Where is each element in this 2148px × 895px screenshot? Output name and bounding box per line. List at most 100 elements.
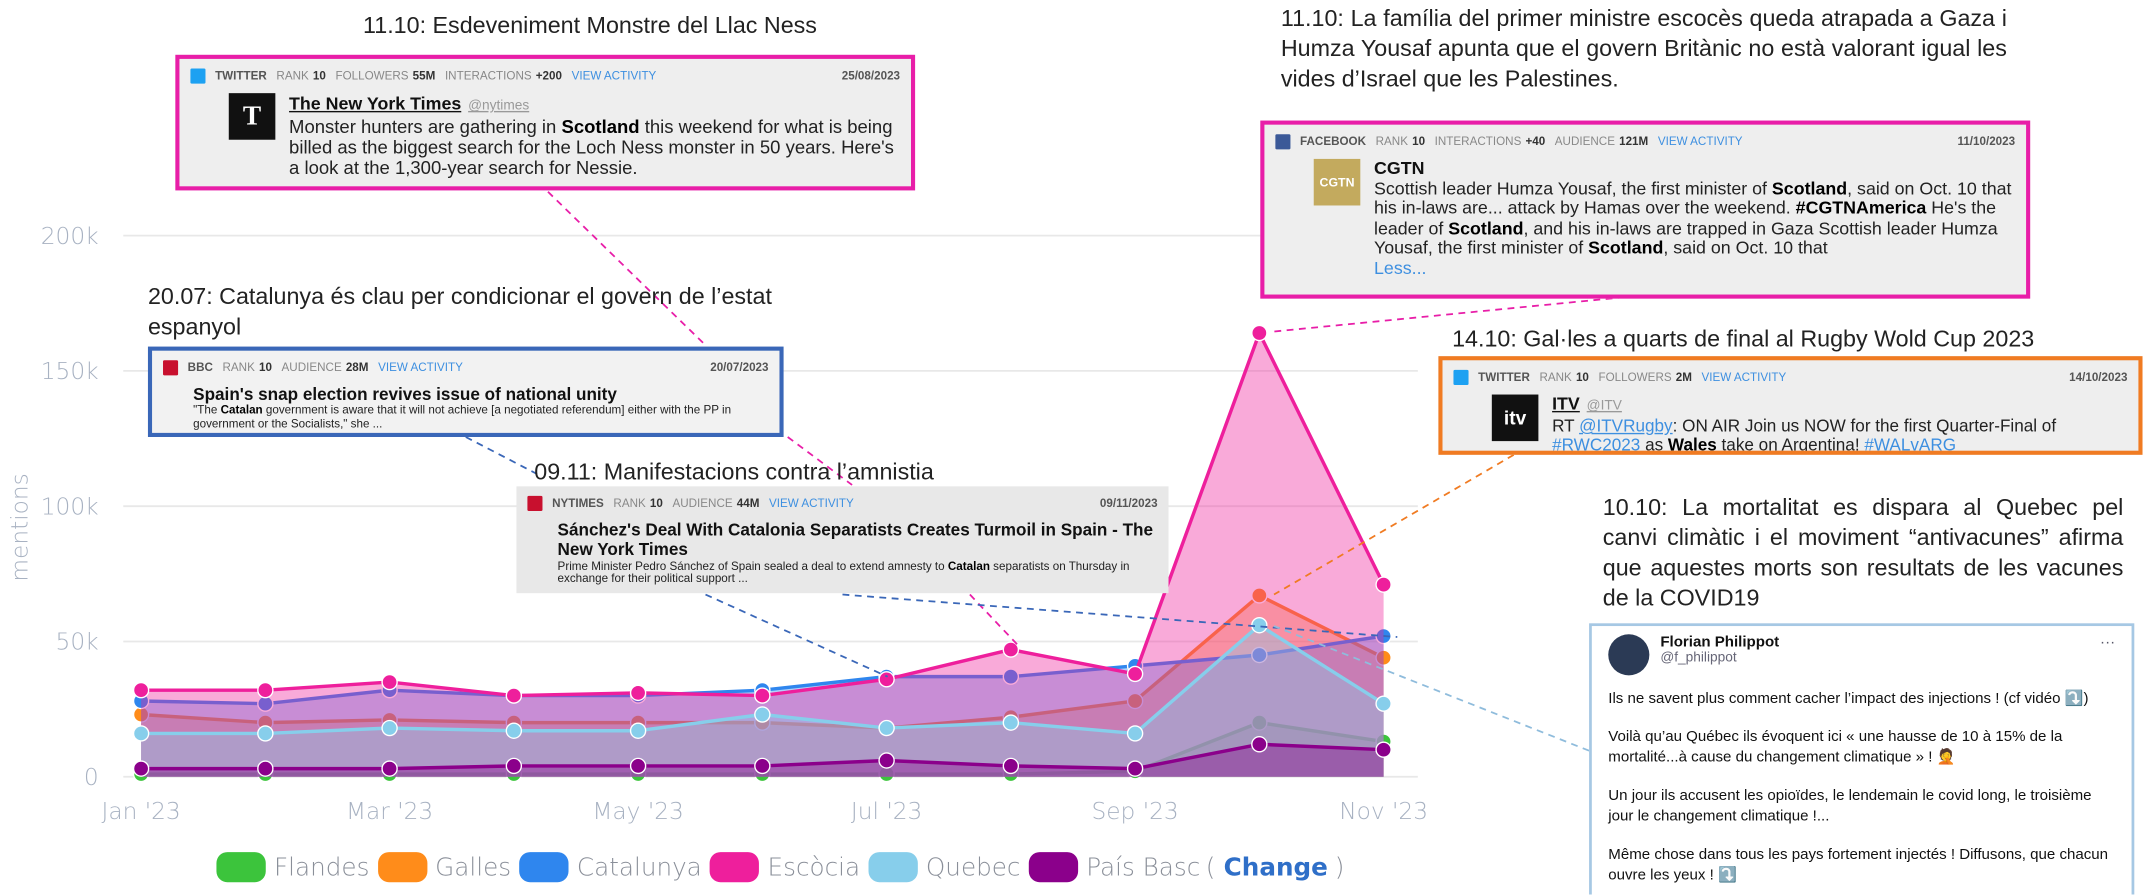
- marker: [132, 681, 150, 699]
- view-activity[interactable]: VIEW ACTIVITY: [378, 360, 463, 374]
- handle: @nytimes: [468, 98, 530, 114]
- y-tick-label: 100k: [41, 493, 99, 520]
- meta-label: INTERACTIONS: [444, 68, 532, 83]
- platform-icon: [163, 359, 179, 375]
- text-run: Scotland: [561, 116, 640, 138]
- marker: [629, 722, 647, 739]
- meta-label: FOLLOWERS: [1598, 369, 1672, 384]
- text-run: government is aware that it will not ach…: [193, 403, 732, 430]
- platform: NYTIMES: [552, 495, 604, 510]
- legend-label: País Basc: [1086, 852, 1201, 882]
- meta-value: 2M: [1675, 369, 1692, 384]
- view-activity[interactable]: VIEW ACTIVITY: [1701, 369, 1787, 384]
- meta-label: RANK: [1375, 134, 1408, 148]
- marker: [878, 719, 895, 737]
- marker: [1251, 324, 1268, 342]
- marker: [1002, 668, 1020, 685]
- text-run: @ITVRugby: [1579, 416, 1673, 436]
- marker: [505, 757, 523, 775]
- marker: [257, 760, 274, 777]
- marker: [381, 760, 398, 777]
- card-body: T The New York Times @nytimes Monster hunte…: [179, 85, 911, 179]
- card-content: Spain's snap election revives issue of n…: [193, 385, 766, 431]
- meta-value: +40: [1525, 134, 1546, 148]
- area: [141, 625, 1384, 777]
- card-body: itv ITV @ITV RT @ITVRugby: ON AIR Join us N…: [1443, 386, 2139, 455]
- tweet-card: Florian Philippot @f_philippot ··· Ils ne s…: [1589, 623, 2135, 895]
- source-logo: CGTN: [1313, 158, 1361, 206]
- legend-label: Catalunya: [576, 852, 702, 882]
- annotation-headline: 11.10: La família del primer ministre es…: [1280, 5, 2007, 92]
- post-card: FACEBOOK RANK 10 INTERACTIONS +40 AUDIENCE 121…: [1260, 120, 2031, 299]
- text-run: He's the leader of: [1374, 197, 1997, 238]
- y-tick-label: 150k: [41, 358, 99, 385]
- author: CGTN: [1374, 157, 1425, 179]
- tweet-handle: @f_philippot: [1660, 650, 1737, 666]
- legend-paren: (: [1205, 852, 1216, 882]
- platform-icon: [1453, 369, 1469, 385]
- annotation-headline: 09.11: Manifestacions contra l’amnistia: [534, 458, 934, 485]
- card-content: ITV @ITV RT @ITVRugby: ON AIR Join us NOW …: [1552, 394, 2125, 455]
- post-date: 09/11/2023: [1099, 495, 1158, 510]
- post-date: 11/10/2023: [1957, 134, 2016, 148]
- card-header: BBC RANK 10 AUDIENCE 28M VIEW ACTIVITY 20/07/2…: [152, 351, 779, 377]
- legend-label: Galles: [435, 852, 512, 882]
- post-text: RT @ITVRugby: ON AIR Join us NOW for the…: [1552, 416, 2125, 455]
- tweet-paragraph: Voilà qu’au Québec ils évoquent ici « un…: [1608, 728, 2063, 766]
- y-tick-label: 0: [84, 764, 99, 791]
- marker: [257, 681, 274, 699]
- text-run: this weekend for what is being billed as…: [289, 116, 894, 179]
- text-run: take on Argentina!: [1716, 435, 1865, 455]
- marker: [1002, 714, 1020, 731]
- x-tick-label: Jul '23: [851, 798, 922, 825]
- legend-label: Escòcia: [767, 852, 861, 882]
- marker: [754, 757, 771, 775]
- post-date: 25/08/2023: [841, 68, 901, 83]
- text-run: Monster hunters are gathering in: [289, 116, 562, 138]
- view-activity[interactable]: VIEW ACTIVITY: [769, 495, 854, 510]
- legend-change[interactable]: Change: [1223, 852, 1328, 882]
- text-run: : ON AIR Join us NOW for the first Quart…: [1672, 416, 2057, 436]
- text-run: Catalan: [947, 558, 990, 573]
- meta-label: AUDIENCE: [1554, 134, 1615, 148]
- marker: [629, 757, 647, 775]
- author-row: CGTN: [1374, 157, 2012, 179]
- author-row: ITV @ITV: [1552, 394, 2125, 417]
- tweet-header: Florian Philippot @f_philippot ···: [1608, 634, 2116, 676]
- view-activity[interactable]: VIEW ACTIVITY: [571, 68, 657, 83]
- marker: [1251, 646, 1268, 664]
- y-tick-label: 50k: [56, 629, 99, 656]
- annotation-headline: 14.10: Gal·les a quarts de final al Rugb…: [1452, 326, 2035, 353]
- tweet-menu[interactable]: ···: [2100, 634, 2116, 651]
- platform: TWITTER: [215, 68, 267, 83]
- meta-label: RANK: [1539, 369, 1572, 384]
- post-text: Monster hunters are gathering in Scotlan…: [289, 117, 897, 179]
- view-activity[interactable]: VIEW ACTIVITY: [1657, 134, 1743, 148]
- marker: [754, 706, 771, 723]
- x-tick-label: Jan '23: [101, 798, 180, 825]
- tweet-paragraph: Ils ne savent plus comment cacher l’impa…: [1608, 690, 2089, 707]
- legend-paren: ): [1334, 852, 1345, 882]
- legend-label: Quebec: [925, 852, 1021, 882]
- text-run: as: [1640, 435, 1668, 455]
- text-run: Wales: [1667, 435, 1717, 455]
- legend-label: Flandes: [273, 852, 370, 882]
- avatar: [1608, 634, 1650, 676]
- marker: [132, 760, 150, 777]
- annotation-headline: 11.10: Esdeveniment Monstre del Llac Nes…: [363, 12, 817, 39]
- platform: FACEBOOK: [1300, 134, 1367, 148]
- text-run: #WALvARG: [1864, 435, 1957, 455]
- text-run: separatists on Thursday in exchange for …: [557, 558, 1130, 586]
- post-title: Spain's snap election revives issue of n…: [193, 384, 617, 405]
- less-link[interactable]: Less...: [1374, 257, 1427, 278]
- marker: [1375, 576, 1392, 593]
- author-row: The New York Times @nytimes: [289, 93, 897, 116]
- marker: [1375, 741, 1392, 758]
- legend-swatch: [216, 852, 266, 883]
- marker: [878, 752, 895, 769]
- meta-value: 55M: [412, 68, 436, 83]
- post-card: BBC RANK 10 AUDIENCE 28M VIEW ACTIVITY 20/07/2…: [147, 346, 784, 437]
- meta-value: 121M: [1619, 134, 1649, 148]
- post-text: Prime Minister Pedro Sánchez of Spain se…: [557, 558, 1155, 586]
- text-run: Scotland: [1588, 237, 1664, 258]
